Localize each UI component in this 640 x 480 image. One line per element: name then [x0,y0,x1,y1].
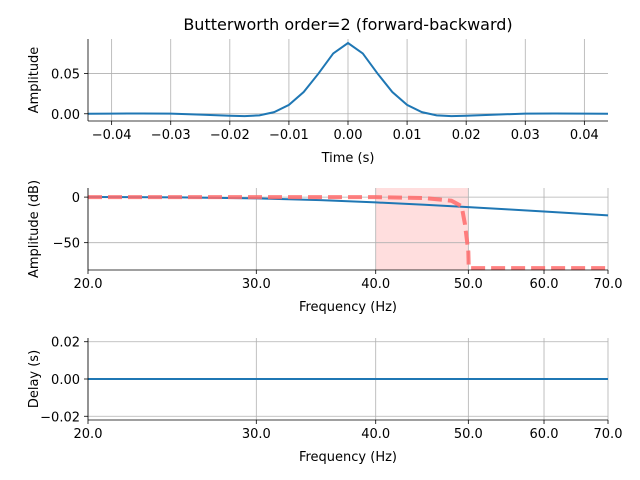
delay-xtick-label: 30.0 [242,427,271,442]
delay-xtick-label: 50.0 [454,427,483,442]
impulse-response-line [87,41,609,118]
impulse-ytick-label: 0.05 [51,68,80,83]
magnitude-response-panel: 20.0 30.0 40.0 50.0 60.0 70.0 0 −50 Frequency (H… [27,180,622,315]
magnitude-xtick-label: 40.0 [361,277,390,292]
magnitude-xtick-label: 20.0 [74,277,103,292]
impulse-ylabel: Amplitude [27,47,42,114]
magnitude-xtick-label: 50.0 [454,277,483,292]
delay-ytick-label: 0.00 [51,373,80,388]
impulse-xtick-label: −0.04 [92,128,132,143]
magnitude-xlabel: Frequency (Hz) [299,300,397,315]
magnitude-xtick-label: 30.0 [242,277,271,292]
impulse-xtick-label: −0.02 [210,128,250,143]
magnitude-response-line [87,196,609,217]
magnitude-ytick-label: 0 [72,191,80,206]
impulse-xtick-label: 0.03 [511,128,540,143]
impulse-xtick-label: −0.03 [151,128,191,143]
magnitude-xtick-label: 60.0 [530,277,559,292]
figure-title: Butterworth order=2 (forward-backward) [183,15,512,34]
magnitude-xtick-label: 70.0 [594,277,623,292]
magnitude-ytick-label: −50 [53,237,80,252]
delay-xlabel: Frequency (Hz) [299,450,397,465]
impulse-xtick-label: 0.01 [393,128,422,143]
delay-xtick-label: 20.0 [74,427,103,442]
impulse-xtick-label: 0.04 [570,128,599,143]
delay-xtick-label: 40.0 [361,427,390,442]
delay-ytick-label: 0.02 [51,336,80,351]
impulse-response-panel: −0.04 −0.03 −0.02 −0.01 0.00 0.01 0.02 0.03 0.04… [27,39,609,166]
delay-ytick-label: −0.02 [40,410,80,425]
impulse-xtick-label: 0.00 [334,128,363,143]
impulse-ytick-label: 0.00 [51,108,80,123]
delay-xtick-label: 60.0 [530,427,559,442]
magnitude-ideal-response-line [88,195,608,271]
impulse-xtick-label: −0.01 [269,128,309,143]
group-delay-panel: 20.0 30.0 40.0 50.0 60.0 70.0 0.02 0.00 −0.02 Fre… [27,336,622,465]
impulse-xlabel: Time (s) [321,151,375,166]
delay-ylabel: Delay (s) [27,350,42,408]
magnitude-ylabel: Amplitude (dB) [27,180,42,278]
delay-xtick-label: 70.0 [594,427,623,442]
impulse-xtick-label: 0.02 [452,128,481,143]
